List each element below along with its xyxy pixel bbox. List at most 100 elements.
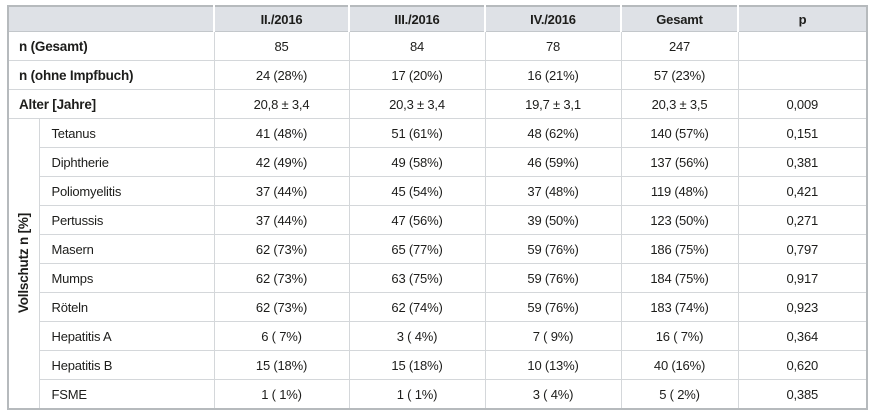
row-label: Röteln (38, 292, 215, 322)
cell-value: 16 ( 7%) (620, 321, 739, 351)
row-label: Masern (38, 234, 215, 264)
cell-value: 65 (77%) (348, 234, 486, 264)
cell-value: 7 ( 9%) (484, 321, 622, 351)
cell-value: 51 (61%) (348, 118, 486, 148)
cell-value: 49 (58%) (348, 147, 486, 177)
cell-value: 20,3 ± 3,4 (348, 89, 486, 119)
column-header-iii-2016: III./2016 (348, 6, 485, 32)
table-row-poliomyelitis: Poliomyelitis 37 (44%) 45 (54%) 37 (48%)… (8, 176, 868, 206)
cell-value: 45 (54%) (348, 176, 486, 206)
cell-value: 47 (56%) (348, 205, 486, 235)
cell-value: 15 (18%) (213, 350, 350, 380)
cell-value: 62 (74%) (348, 292, 486, 322)
cell-value: 19,7 ± 3,1 (484, 89, 622, 119)
cell-value (737, 60, 868, 90)
vertical-group-label: Vollschutz n [%] (16, 213, 32, 314)
cell-value: 0,271 (737, 205, 868, 235)
header-corner-cell (8, 6, 214, 32)
row-label: Mumps (38, 263, 215, 293)
cell-value: 40 (16%) (620, 350, 739, 380)
cell-value: 57 (23%) (620, 60, 739, 90)
vaccination-coverage-table: II./2016 III./2016 IV./2016 Gesamt p n (… (7, 5, 868, 410)
cell-value: 84 (348, 31, 486, 61)
cell-value: 0,009 (737, 89, 868, 119)
cell-value: 3 ( 4%) (484, 379, 622, 410)
cell-value: 184 (75%) (620, 263, 739, 293)
row-label: Poliomyelitis (38, 176, 215, 206)
cell-value: 1 ( 1%) (213, 379, 350, 410)
row-label: Diphtherie (38, 147, 215, 177)
cell-value: 0,364 (737, 321, 868, 351)
cell-value: 0,385 (737, 379, 868, 410)
cell-value: 62 (73%) (213, 234, 350, 264)
row-label: n (Gesamt) (7, 31, 215, 61)
cell-value: 183 (74%) (620, 292, 739, 322)
column-header-p: p (737, 6, 867, 32)
cell-value (737, 31, 868, 61)
cell-value: 0,620 (737, 350, 868, 380)
cell-value: 78 (484, 31, 622, 61)
cell-value: 41 (48%) (213, 118, 350, 148)
cell-value: 0,797 (737, 234, 868, 264)
cell-value: 0,381 (737, 147, 868, 177)
column-header-iv-2016: IV./2016 (484, 6, 621, 32)
row-label: Hepatitis A (38, 321, 215, 351)
table-row-masern: Masern 62 (73%) 65 (77%) 59 (76%) 186 (7… (8, 234, 868, 264)
cell-value: 37 (44%) (213, 176, 350, 206)
cell-value: 42 (49%) (213, 147, 350, 177)
cell-value: 0,421 (737, 176, 868, 206)
table-row-hepatitis-b: Hepatitis B 15 (18%) 15 (18%) 10 (13%) 4… (8, 350, 868, 380)
table-row-diphtherie: Diphtherie 42 (49%) 49 (58%) 46 (59%) 13… (8, 147, 868, 177)
table-row-n-ohne-impfbuch: n (ohne Impfbuch) 24 (28%) 17 (20%) 16 (… (7, 60, 868, 90)
cell-value: 0,917 (737, 263, 868, 293)
cell-value: 186 (75%) (620, 234, 739, 264)
cell-value: 119 (48%) (620, 176, 739, 206)
cell-value: 63 (75%) (348, 263, 486, 293)
cell-value: 1 ( 1%) (348, 379, 486, 410)
cell-value: 20,8 ± 3,4 (213, 89, 350, 119)
column-header-gesamt: Gesamt (620, 6, 738, 32)
header-row: II./2016 III./2016 IV./2016 Gesamt p (8, 6, 867, 32)
row-label: Alter [Jahre] (7, 89, 215, 119)
cell-value: 59 (76%) (484, 263, 622, 293)
cell-value: 48 (62%) (484, 118, 622, 148)
cell-value: 17 (20%) (348, 60, 486, 90)
cell-value: 123 (50%) (620, 205, 739, 235)
cell-value: 59 (76%) (484, 292, 622, 322)
column-header-ii-2016: II./2016 (213, 6, 349, 32)
table-row-tetanus: Vollschutz n [%] Tetanus 41 (48%) 51 (61… (7, 118, 868, 410)
cell-value: 20,3 ± 3,5 (620, 89, 739, 119)
cell-value: 0,151 (737, 118, 868, 148)
cell-value: 85 (213, 31, 350, 61)
cell-value: 59 (76%) (484, 234, 622, 264)
cell-value: 24 (28%) (213, 60, 350, 90)
cell-value: 37 (44%) (213, 205, 350, 235)
cell-value: 247 (620, 31, 739, 61)
cell-value: 62 (73%) (213, 292, 350, 322)
cell-value: 6 ( 7%) (213, 321, 350, 351)
cell-value: 10 (13%) (484, 350, 622, 380)
cell-value: 46 (59%) (484, 147, 622, 177)
cell-value: 3 ( 4%) (348, 321, 486, 351)
cell-value: 62 (73%) (213, 263, 350, 293)
row-label: n (ohne Impfbuch) (7, 60, 215, 90)
cell-value: 5 ( 2%) (620, 379, 739, 410)
row-label: FSME (38, 379, 215, 410)
table-row-mumps: Mumps 62 (73%) 63 (75%) 59 (76%) 184 (75… (8, 263, 868, 293)
cell-value: 0,923 (737, 292, 868, 322)
cell-value: 16 (21%) (484, 60, 622, 90)
table-row-pertussis: Pertussis 37 (44%) 47 (56%) 39 (50%) 123… (8, 205, 868, 235)
paper-table-figure: II./2016 III./2016 IV./2016 Gesamt p n (… (7, 5, 868, 410)
row-label: Tetanus (38, 118, 215, 148)
cell-value: 37 (48%) (484, 176, 622, 206)
cell-value: 140 (57%) (620, 118, 739, 148)
table-row-fsme: FSME 1 ( 1%) 1 ( 1%) 3 ( 4%) 5 ( 2%) 0,3… (8, 379, 868, 410)
table-row-n-gesamt: n (Gesamt) 85 84 78 247 (7, 31, 868, 61)
table-row-hepatitis-a: Hepatitis A 6 ( 7%) 3 ( 4%) 7 ( 9%) 16 (… (8, 321, 868, 351)
row-label: Pertussis (38, 205, 215, 235)
table-row-alter-jahre: Alter [Jahre] 20,8 ± 3,4 20,3 ± 3,4 19,7… (7, 89, 868, 119)
group-label-vollschutz: Vollschutz n [%] (7, 118, 40, 410)
cell-value: 137 (56%) (620, 147, 739, 177)
cell-value: 15 (18%) (348, 350, 486, 380)
row-label: Hepatitis B (38, 350, 215, 380)
